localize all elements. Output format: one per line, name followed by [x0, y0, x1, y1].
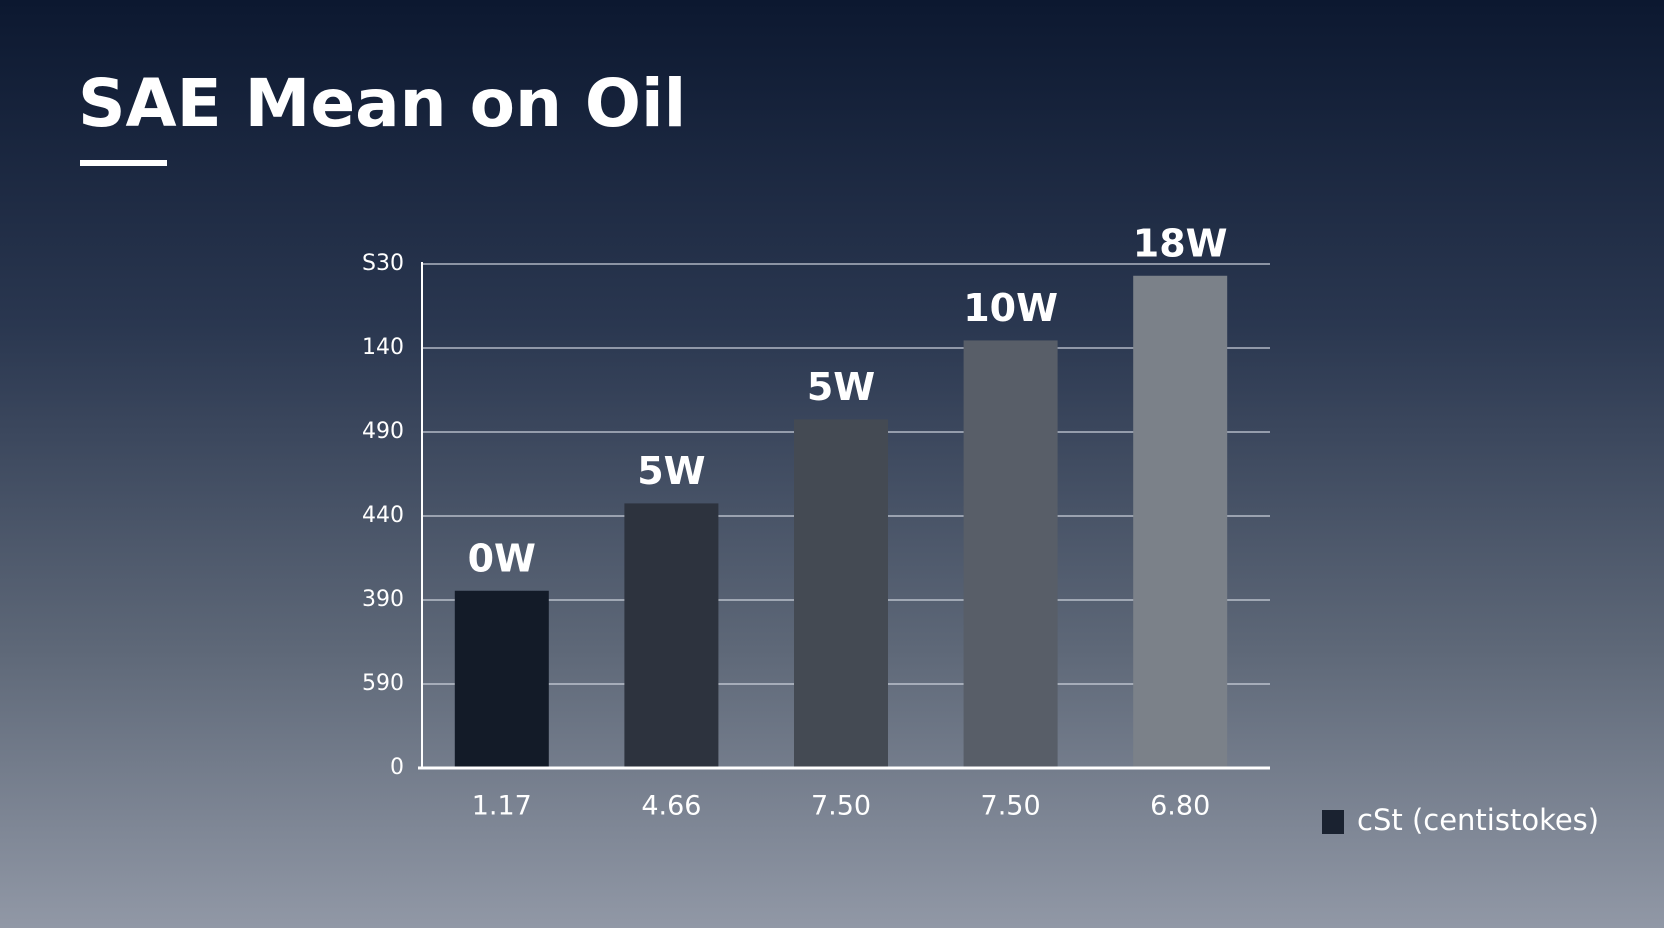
x-tick-label: 7.50 — [811, 791, 871, 822]
x-tick-label: 6.80 — [1150, 791, 1210, 822]
y-tick-label: 0 — [390, 755, 404, 780]
y-tick-label: 440 — [362, 503, 404, 528]
bar-label: 0W — [468, 536, 536, 580]
x-tick-label: 7.50 — [981, 791, 1041, 822]
legend-swatch — [1322, 810, 1344, 834]
bar-label: 5W — [807, 365, 875, 409]
bar-label: 5W — [637, 449, 705, 493]
bar-label: 10W — [963, 286, 1058, 330]
bar-label: 18W — [1133, 221, 1228, 265]
bar — [624, 503, 719, 768]
x-tick-label: 4.66 — [641, 791, 701, 822]
bar — [794, 419, 888, 768]
bar — [454, 590, 549, 768]
x-tick-label: 1.17 — [472, 791, 532, 822]
chart-title: SAE Mean on Oil — [78, 65, 686, 142]
y-tick-label: 590 — [362, 671, 404, 696]
y-tick-label: S30 — [362, 251, 404, 276]
title-underline — [80, 160, 167, 166]
bar — [1133, 275, 1228, 768]
y-tick-label: 390 — [362, 587, 404, 612]
y-tick-label: 140 — [362, 335, 404, 360]
y-tick-label: 490 — [362, 419, 404, 444]
legend-label: cSt (centistokes) — [1357, 803, 1599, 837]
bar — [963, 340, 1058, 768]
